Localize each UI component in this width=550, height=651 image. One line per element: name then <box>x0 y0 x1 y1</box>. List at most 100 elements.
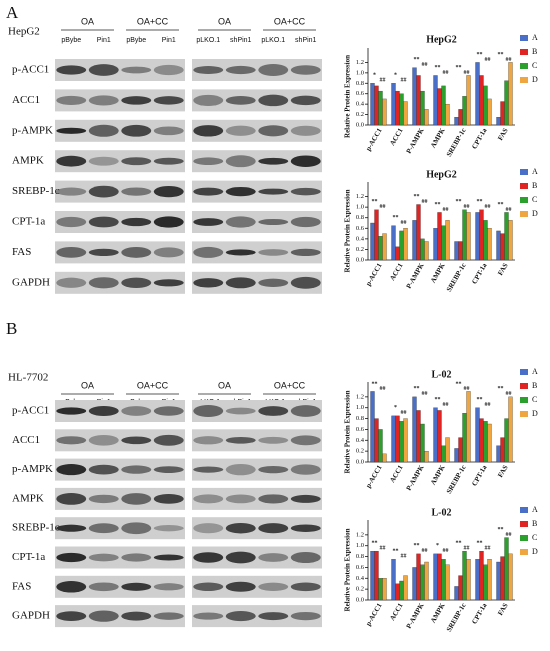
blot-band <box>121 157 152 166</box>
sig-marker: * <box>394 73 397 79</box>
bar <box>395 246 400 261</box>
blot-band <box>258 125 289 137</box>
x-tick-label: FAS <box>496 127 509 142</box>
legend-swatch <box>520 35 528 41</box>
sig-marker: ## <box>485 204 491 210</box>
blot-band <box>290 95 321 106</box>
blot-band <box>121 553 152 562</box>
sig-marker: ** <box>372 541 378 547</box>
blot-strip <box>192 89 322 112</box>
sig-marker: ** <box>414 386 420 392</box>
sig-marker: ## <box>422 548 428 554</box>
blot-strip <box>192 180 322 203</box>
bar <box>487 98 492 126</box>
bar <box>466 559 471 601</box>
bar <box>500 233 505 261</box>
bar <box>500 101 505 126</box>
blot-band <box>290 494 321 503</box>
blot-band <box>258 582 289 591</box>
sig-marker: ## <box>464 204 470 210</box>
blot-strip <box>192 487 322 510</box>
x-tick-label: AMPK <box>429 126 447 149</box>
bar <box>475 559 480 601</box>
blot-band <box>225 522 256 534</box>
legend-label: C <box>532 533 537 542</box>
blot-strip <box>192 429 322 452</box>
blot-band <box>153 247 184 258</box>
lane-label: pBybe <box>61 37 81 44</box>
blot-band <box>153 279 184 287</box>
sig-marker: ## <box>380 204 386 210</box>
blot-strip <box>55 211 185 233</box>
bar <box>399 421 404 463</box>
blot-band <box>153 583 184 591</box>
sig-marker: ** <box>477 397 483 403</box>
sig-marker: ** <box>393 549 399 555</box>
legend-swatch <box>520 169 528 175</box>
sig-marker: ## <box>443 548 449 554</box>
sig-marker: ** <box>372 381 378 387</box>
bar <box>420 238 425 261</box>
blot-band <box>193 523 224 534</box>
bar <box>496 445 501 463</box>
x-tick-label: FAS <box>496 464 509 479</box>
sig-marker: ** <box>498 202 504 208</box>
x-tick-label: P-AMPK <box>405 261 426 290</box>
legend-label: B <box>532 381 537 390</box>
blot-band <box>258 64 289 76</box>
blot-strip <box>55 400 185 422</box>
bar <box>483 220 488 261</box>
blot-band <box>258 278 289 287</box>
bar <box>479 75 484 126</box>
sig-marker: ** <box>456 199 462 205</box>
y-axis-label: Relative Protein Expression <box>344 528 352 611</box>
sig-marker: ## <box>464 546 470 552</box>
blot-band <box>225 551 256 564</box>
bar <box>475 407 480 463</box>
y-axis-label: Relative Protein Expression <box>344 189 352 272</box>
lane-label: Pin1 <box>97 37 111 44</box>
sig-marker: ## <box>443 70 449 76</box>
bar <box>433 75 438 126</box>
legend-swatch <box>520 369 528 375</box>
bar <box>420 564 425 601</box>
blot-strip <box>192 458 322 481</box>
blot-band <box>121 522 152 535</box>
blot-band <box>56 407 87 415</box>
blot-band <box>225 581 256 592</box>
sig-marker: ** <box>498 527 504 533</box>
blot-strip <box>55 180 185 203</box>
blot-band <box>225 65 256 75</box>
blot-strip <box>55 517 185 540</box>
y-axis-label: Relative Protein Expression <box>344 390 352 473</box>
bar <box>424 561 429 601</box>
bar <box>496 561 501 601</box>
blot-band <box>225 611 256 622</box>
bar <box>462 550 467 601</box>
protein-label: FAS <box>12 580 31 592</box>
x-tick-label: FAS <box>496 602 509 617</box>
y-tick-label: 0.2 <box>356 448 364 455</box>
legend-label: A <box>532 367 538 376</box>
blot-strip <box>192 546 322 569</box>
bar <box>437 553 442 601</box>
bar <box>416 204 421 261</box>
y-tick-label: 0.0 <box>356 596 364 603</box>
blot-strip <box>192 575 322 598</box>
lane-label: shPin1 <box>230 37 252 44</box>
bar <box>374 550 379 601</box>
y-tick-label: 0.0 <box>356 458 364 465</box>
sig-marker: ## <box>485 546 491 552</box>
y-tick-label: 0.2 <box>356 111 364 118</box>
bar <box>420 90 425 126</box>
x-tick-label: CPT-1a <box>470 463 489 487</box>
blot-band <box>56 247 87 258</box>
blot-strip <box>192 271 322 294</box>
bar <box>382 233 387 261</box>
legend-label: D <box>532 75 538 84</box>
protein-label: SREBP-1c <box>12 185 60 197</box>
protein-label: SREBP-1c <box>12 522 60 534</box>
sig-marker: ** <box>498 52 504 58</box>
bar <box>437 88 442 126</box>
protein-label: CPT-1a <box>12 216 45 228</box>
